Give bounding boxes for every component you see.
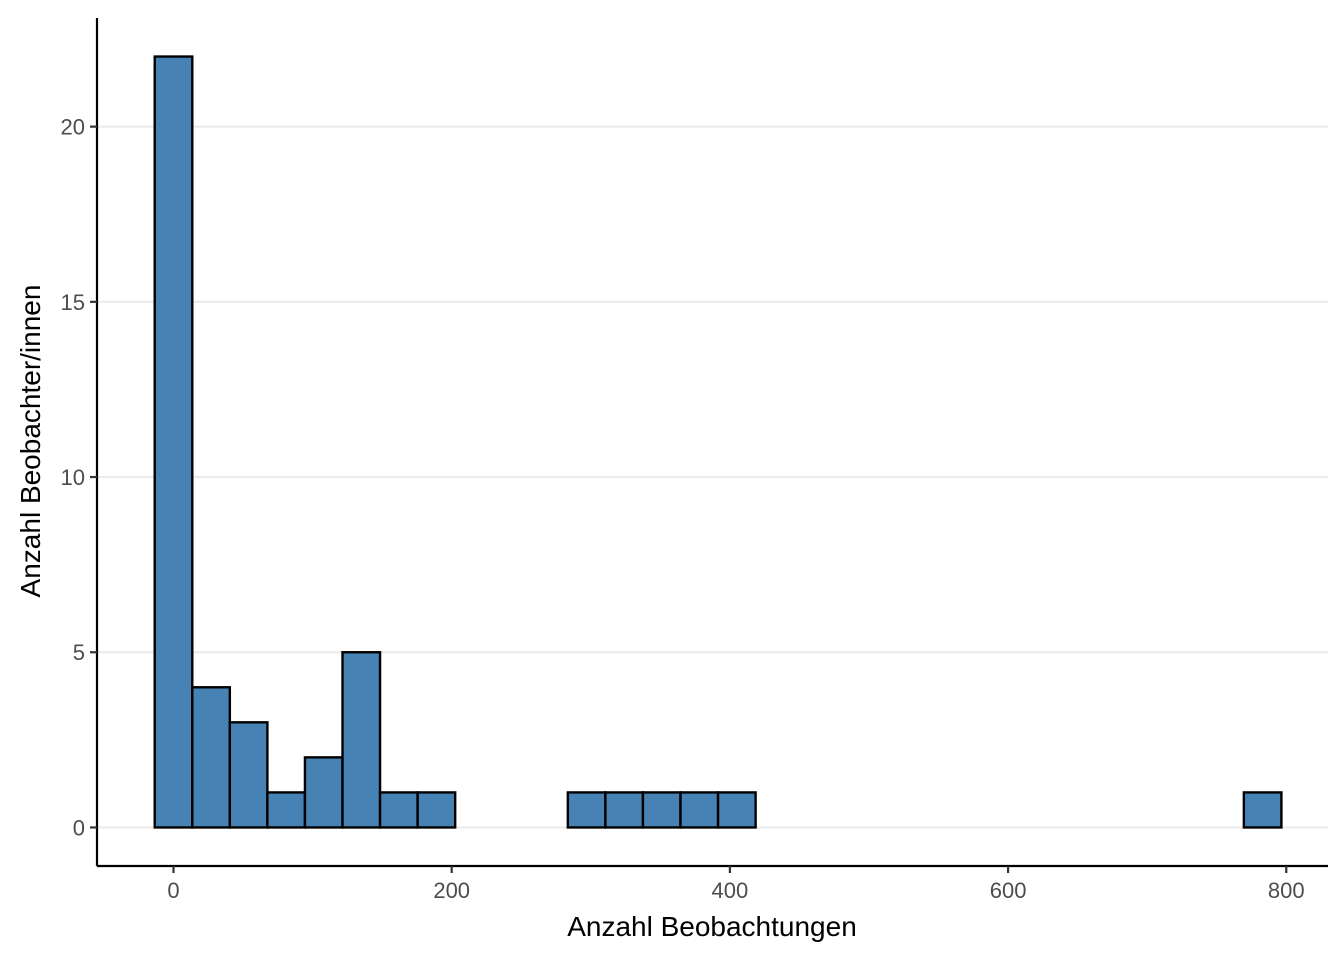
x-axis-title: Anzahl Beobachtungen — [567, 911, 857, 942]
y-tick-label-10: 10 — [61, 465, 85, 490]
y-tick-label-15: 15 — [61, 290, 85, 315]
x-tick-label-200: 200 — [433, 878, 470, 903]
x-tick-label-400: 400 — [712, 878, 749, 903]
histogram-bar-6 — [378, 791, 419, 829]
y-tick-label-5: 5 — [73, 640, 85, 665]
histogram-bar-12 — [604, 791, 645, 829]
histogram-bar-3 — [266, 791, 307, 829]
x-tick-label-0: 0 — [167, 878, 179, 903]
axes — [95, 18, 1328, 868]
y-tick-label-20: 20 — [61, 115, 85, 140]
histogram-bar-11 — [566, 791, 607, 829]
histogram-bar-2 — [228, 721, 269, 829]
histogram-bar-7 — [416, 791, 457, 829]
histogram-bar-14 — [679, 791, 720, 829]
y-tick-label-0: 0 — [73, 815, 85, 840]
histogram-bar-0 — [153, 55, 194, 829]
x-tick-label-800: 800 — [1268, 878, 1305, 903]
y-axis-title: Anzahl Beobachter/innen — [15, 285, 46, 598]
histogram-bar-13 — [641, 791, 682, 829]
x-tick-label-600: 600 — [990, 878, 1027, 903]
histogram-bar-15 — [716, 791, 757, 829]
histogram-bar-4 — [303, 756, 344, 829]
histogram-bar-5 — [341, 651, 382, 829]
histogram-bar-29 — [1242, 791, 1283, 829]
histogram-bars — [153, 55, 1283, 829]
x-axis-ticks: 0 200 400 600 800 — [167, 866, 1305, 903]
histogram-bar-1 — [191, 686, 232, 829]
grid-lines — [97, 125, 1328, 829]
y-axis-ticks: 0 5 10 15 20 — [61, 115, 97, 840]
